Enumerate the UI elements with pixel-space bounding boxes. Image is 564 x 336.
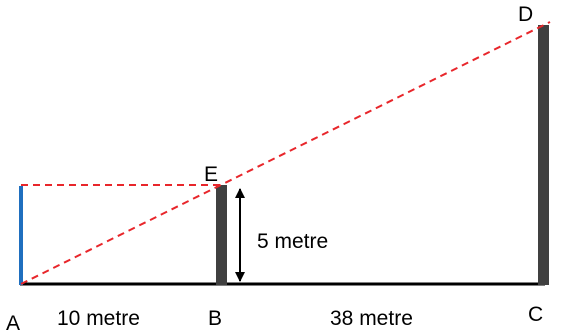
- pole-cd: [538, 25, 549, 285]
- pole-be: [216, 185, 227, 285]
- point-label-e: E: [204, 163, 218, 186]
- point-label-c: C: [528, 303, 543, 326]
- measurement-bc: 38 metre: [330, 307, 413, 330]
- point-label-a: A: [6, 312, 20, 335]
- point-label-b: B: [208, 307, 222, 330]
- point-label-d: D: [518, 3, 533, 26]
- measurement-ab: 10 metre: [57, 307, 140, 330]
- measurement-be: 5 metre: [257, 230, 328, 253]
- sight-line-a-d: [20, 21, 551, 285]
